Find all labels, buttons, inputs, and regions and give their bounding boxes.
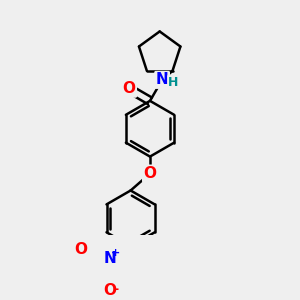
Text: O: O xyxy=(143,166,157,181)
Text: N: N xyxy=(156,72,169,87)
Text: O: O xyxy=(122,81,136,96)
Text: N: N xyxy=(103,251,116,266)
Text: O: O xyxy=(74,242,88,256)
Text: +: + xyxy=(111,248,120,259)
Text: O: O xyxy=(103,283,116,298)
Text: -: - xyxy=(113,283,118,296)
Text: H: H xyxy=(168,76,178,89)
